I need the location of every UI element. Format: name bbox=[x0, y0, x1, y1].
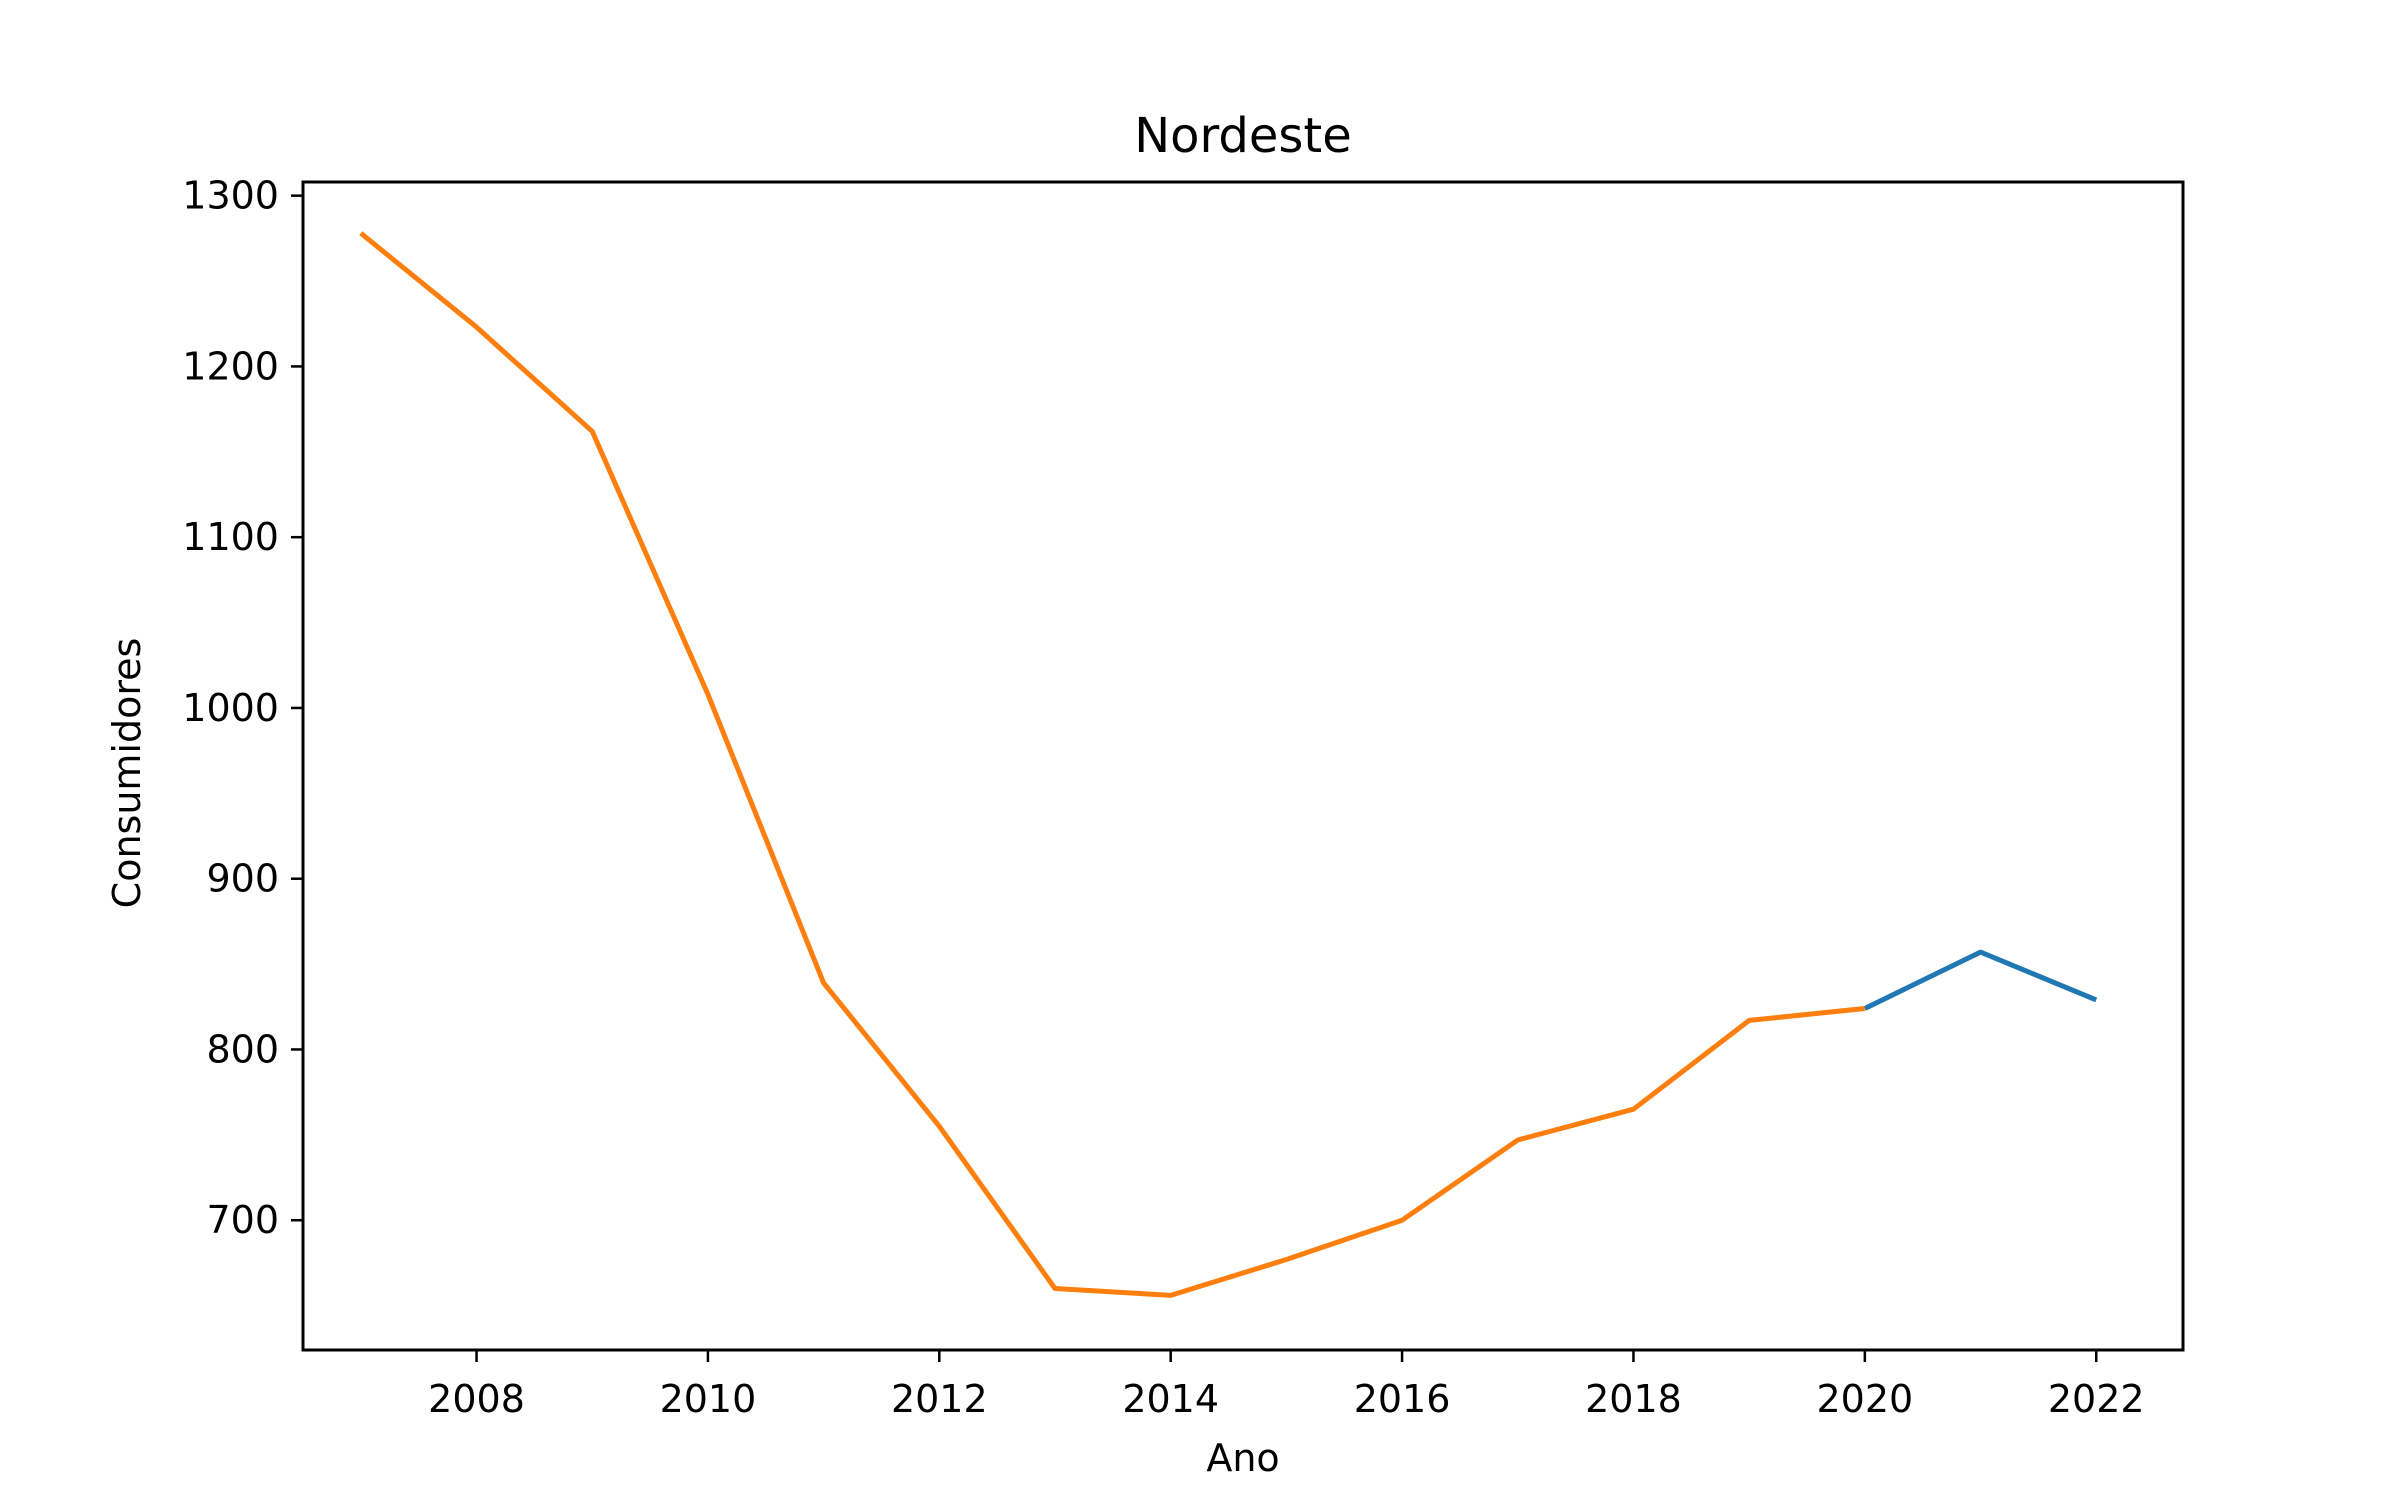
x-tick-label: 2010 bbox=[660, 1377, 757, 1421]
y-tick-label: 1300 bbox=[182, 174, 279, 218]
x-tick-label: 2022 bbox=[2048, 1377, 2145, 1421]
x-tick-label: 2012 bbox=[891, 1377, 988, 1421]
plot-frame bbox=[301, 180, 2185, 1352]
y-tick-label: 1100 bbox=[182, 515, 279, 559]
x-tick-label: 2018 bbox=[1585, 1377, 1682, 1421]
y-tick-label: 1000 bbox=[182, 686, 279, 730]
x-tick-label: 2020 bbox=[1816, 1377, 1913, 1421]
x-tick-label: 2014 bbox=[1122, 1377, 1219, 1421]
x-axis-ticks: 2008 2010 2012 2014 2016 2018 2020 2022 bbox=[428, 1350, 2145, 1421]
series-line-1 bbox=[1863, 949, 2098, 1011]
chart-title: Nordeste bbox=[1134, 108, 1352, 164]
y-axis-label: Consumidores bbox=[105, 638, 149, 909]
y-tick-label: 800 bbox=[206, 1027, 279, 1071]
y-tick-label: 700 bbox=[206, 1198, 279, 1242]
y-axis-ticks: 700 800 900 1000 1100 1200 1300 bbox=[182, 174, 303, 1242]
x-tick-label: 2008 bbox=[428, 1377, 525, 1421]
y-tick-label: 1200 bbox=[182, 344, 279, 388]
series-layer bbox=[359, 231, 2098, 1298]
y-tick-label: 900 bbox=[206, 857, 279, 901]
x-tick-label: 2016 bbox=[1354, 1377, 1451, 1421]
x-axis-label: Ano bbox=[1206, 1436, 1279, 1480]
series-line-2 bbox=[359, 231, 1866, 1298]
